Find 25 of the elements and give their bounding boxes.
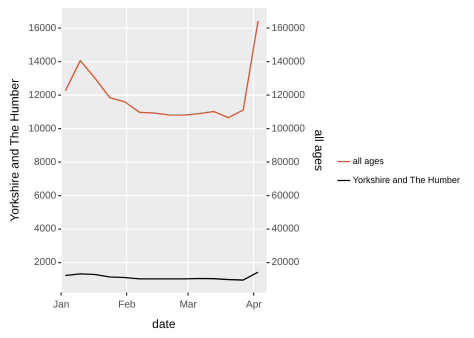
y2-tick-label: 160000 [272, 22, 306, 34]
y2-tick-label: 60000 [272, 190, 300, 202]
y2-tick-label: 100000 [272, 123, 306, 134]
y-tick-label: 2000 [34, 257, 57, 268]
y-tick-label: 8000 [34, 156, 57, 168]
y-tick-label: 6000 [34, 190, 57, 202]
y2-tick-label: 40000 [272, 224, 300, 235]
y-tick-label: 10000 [28, 123, 57, 134]
x-tick-label: Feb [118, 299, 136, 310]
y2-tick-label: 20000 [272, 257, 300, 268]
x-tick-label: Apr [246, 299, 262, 310]
y2-tick-label: 120000 [272, 90, 306, 101]
y-tick-label: 16000 [28, 22, 57, 34]
x-tick-label: Jan [53, 299, 70, 310]
y-tick-label: 12000 [28, 90, 57, 101]
y2-tick-label: 80000 [272, 156, 300, 168]
y-axis-title: Yorkshire and The Humber [8, 78, 22, 222]
x-axis-title: date [152, 317, 176, 332]
y-tick-label: 4000 [34, 224, 57, 235]
y-tick-label: 14000 [28, 56, 57, 68]
y2-axis-title: all ages [312, 130, 326, 171]
legend-label: Yorkshire and The Humber [352, 174, 460, 185]
x-tick-label: Mar [180, 299, 198, 310]
y2-tick-label: 140000 [272, 56, 306, 68]
legend-label: all ages [352, 156, 384, 166]
